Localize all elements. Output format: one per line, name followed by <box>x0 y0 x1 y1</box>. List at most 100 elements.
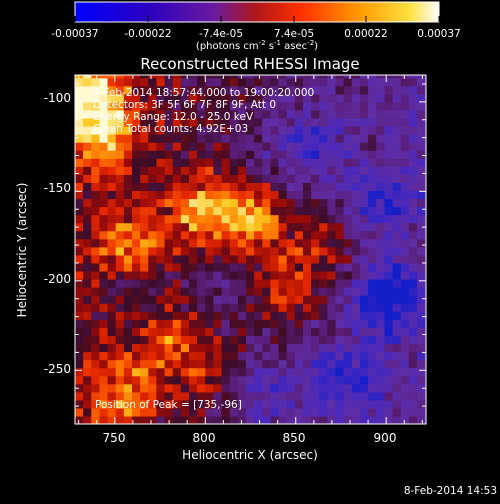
heatmap-cell <box>302 190 312 200</box>
heatmap-cell <box>376 311 385 320</box>
heatmap-cell <box>335 351 345 361</box>
heatmap-cell <box>278 198 288 208</box>
heatmap-cell <box>392 343 402 353</box>
heatmap-cell <box>359 367 369 377</box>
heatmap-cell <box>343 415 353 424</box>
heatmap-cell <box>237 117 247 127</box>
heatmap-cell <box>319 101 328 111</box>
x-tick-label: 900 <box>374 431 397 445</box>
heatmap-cell <box>205 75 215 79</box>
heatmap-cell <box>302 295 312 304</box>
heatmap-cell <box>408 407 418 417</box>
heatmap-cell <box>400 198 410 208</box>
heatmap-cell <box>262 367 271 377</box>
heatmap-cell <box>205 238 215 248</box>
y-tick-label: -250 <box>44 362 71 376</box>
heatmap-cell <box>278 85 288 95</box>
heatmap-cell <box>197 101 206 111</box>
heatmap-cell <box>416 198 426 208</box>
heatmap-cell <box>384 375 394 385</box>
heatmap-cell <box>416 335 426 345</box>
heatmap-cell <box>400 383 410 393</box>
heatmap-cell <box>335 230 345 240</box>
heatmap-cell <box>83 287 92 296</box>
heatmap-cell <box>416 343 426 353</box>
heatmap-cell <box>319 279 328 288</box>
heatmap-cell <box>164 206 174 216</box>
heatmap-cell <box>302 399 312 409</box>
heatmap-cell <box>172 319 182 328</box>
heatmap-cell <box>294 319 304 328</box>
heatmap-cell <box>197 287 206 296</box>
heatmap-cell <box>408 77 418 87</box>
heatmap-cell <box>376 190 385 200</box>
heatmap-cell <box>400 311 410 320</box>
heatmap-cell <box>172 279 182 288</box>
heatmap-cell <box>99 375 109 385</box>
heatmap-cell <box>294 85 304 95</box>
heatmap-cell <box>245 198 255 208</box>
heatmap-cell <box>229 206 239 216</box>
heatmap-cell <box>270 150 280 159</box>
heatmap-cell <box>245 134 255 143</box>
heatmap-cell <box>75 142 84 151</box>
heatmap-cell <box>384 415 394 424</box>
heatmap-cell <box>75 158 84 167</box>
heatmap-cell <box>392 254 402 264</box>
heatmap-cell <box>254 343 263 353</box>
heatmap-cell <box>131 391 141 401</box>
heatmap-cell <box>180 303 190 312</box>
heatmap-cell <box>188 206 198 216</box>
heatmap-cell <box>188 343 198 353</box>
heatmap-cell <box>335 214 345 224</box>
heatmap-cell <box>351 101 361 111</box>
heatmap-cell <box>376 117 385 127</box>
heatmap-cell <box>156 174 166 183</box>
heatmap-cell <box>107 415 117 424</box>
heatmap-cell <box>343 206 353 216</box>
heatmap-cell <box>107 367 117 377</box>
heatmap-cell <box>205 93 215 103</box>
heatmap-cell <box>180 415 190 424</box>
heatmap-cell <box>384 126 394 135</box>
heatmap-cell <box>262 174 271 183</box>
heatmap-cell <box>254 351 263 361</box>
heatmap-cell <box>83 303 92 312</box>
heatmap-cell <box>83 134 92 143</box>
y-tick-label: -150 <box>44 181 71 195</box>
heatmap-cell <box>311 93 320 103</box>
heatmap-cell <box>180 230 190 240</box>
heatmap-cell <box>164 142 174 151</box>
heatmap-cell <box>392 335 402 345</box>
heatmap-cell <box>213 117 223 127</box>
heatmap-cell <box>351 383 361 393</box>
heatmap-cell <box>91 93 101 103</box>
heatmap-cell <box>164 126 174 135</box>
heatmap-cell <box>286 214 296 224</box>
heatmap-cell <box>107 287 117 296</box>
heatmap-cell <box>302 383 312 393</box>
heatmap-cell <box>376 174 385 183</box>
heatmap-cell <box>131 335 141 345</box>
heatmap-cell <box>99 93 109 103</box>
heatmap-cell <box>221 335 231 345</box>
heatmap-cell <box>416 399 426 409</box>
heatmap-cell <box>311 287 320 296</box>
heatmap-cell <box>115 150 125 159</box>
heatmap-cell <box>262 166 271 175</box>
heatmap-cell <box>335 174 345 183</box>
heatmap-cell <box>237 399 247 409</box>
heatmap-cell <box>140 343 149 353</box>
heatmap-cell <box>311 109 320 119</box>
heatmap-cell <box>156 287 166 296</box>
heatmap-cell <box>205 198 215 208</box>
heatmap-cell <box>384 166 394 175</box>
heatmap-cell <box>156 109 166 119</box>
heatmap-cell <box>164 246 174 256</box>
heatmap-cell <box>335 399 345 409</box>
heatmap-cell <box>286 383 296 393</box>
heatmap-cell <box>99 303 109 312</box>
colorbar-tick-label: -0.00037 <box>51 28 98 40</box>
heatmap-cell <box>368 238 377 248</box>
heatmap-cell <box>115 75 125 79</box>
